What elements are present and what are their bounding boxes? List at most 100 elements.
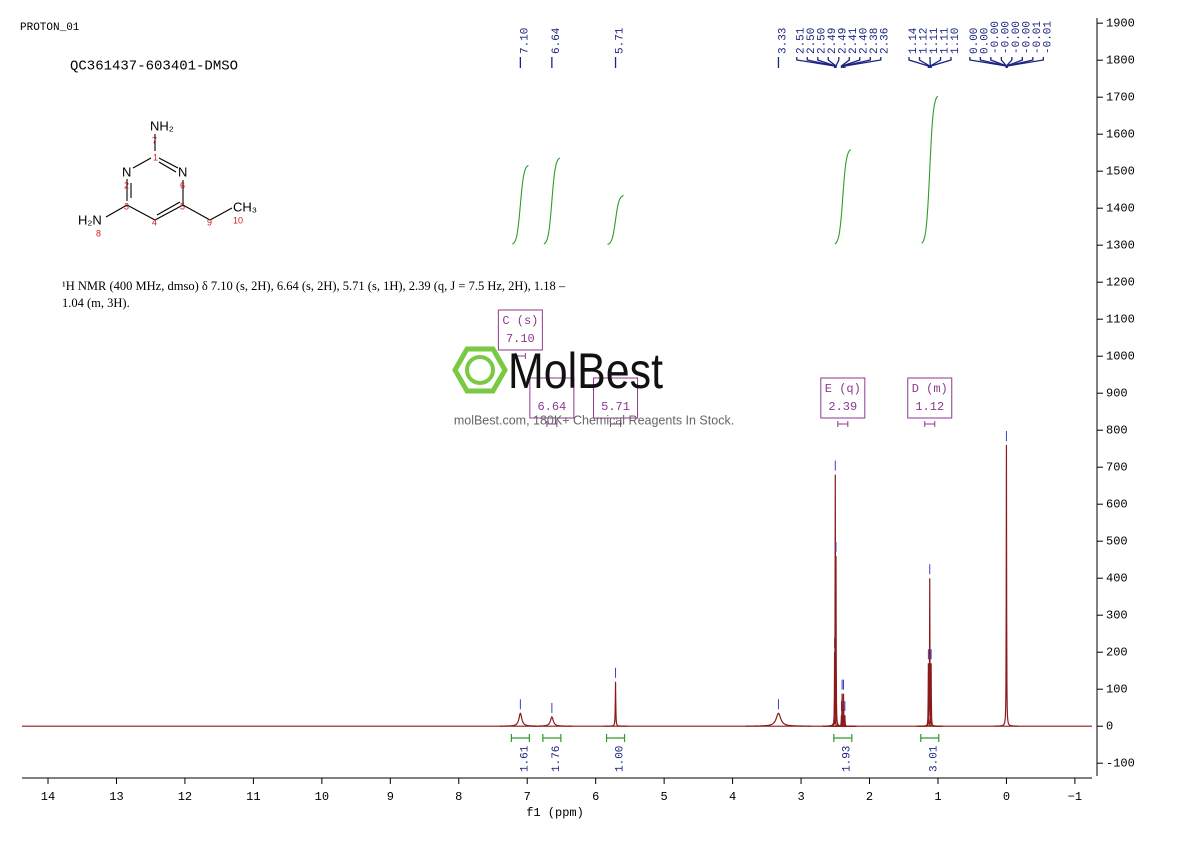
x-tick-label: 9 xyxy=(387,790,394,804)
integral-label: 1.76 xyxy=(551,746,563,772)
atom-number: 4 xyxy=(152,217,157,227)
multiplet-shift: 7.10 xyxy=(506,332,535,346)
multiplet-box xyxy=(593,377,639,419)
integral-label: 3.01 xyxy=(929,745,941,772)
peak-label: 1.11 xyxy=(929,27,941,54)
integral-bracket xyxy=(920,734,940,742)
x-tick-label: 12 xyxy=(178,790,192,804)
integral-curve xyxy=(921,95,939,244)
peak xyxy=(917,578,942,727)
bond xyxy=(105,204,128,218)
x-tick-label: 14 xyxy=(41,790,55,804)
peak xyxy=(919,663,944,727)
integral-curve xyxy=(607,195,624,245)
description: 1.04 (m, 3H). xyxy=(62,296,130,310)
x-tick-label: −1 xyxy=(1068,790,1082,804)
peak-label: 1.11 xyxy=(939,27,951,54)
atom-number: 6 xyxy=(180,180,185,190)
peak-label-line xyxy=(835,57,840,68)
y-tick-label: -100 xyxy=(1106,756,1135,770)
atom-number: 3 xyxy=(124,201,129,211)
peak-label: 2.49 xyxy=(827,28,839,54)
y-tick-label: 1100 xyxy=(1106,312,1135,326)
peak-label: -0.01 xyxy=(1042,21,1054,54)
peak-label: 6.64 xyxy=(551,27,563,54)
integral-bracket xyxy=(833,734,853,742)
atom-number: 10 xyxy=(233,215,243,225)
multiplet-shift: 1.12 xyxy=(915,400,944,414)
watermark: MolBest molBest.com, 180K+ Chemical Reag… xyxy=(452,343,734,427)
x-tick-label: 3 xyxy=(797,790,804,804)
atom-label: N xyxy=(122,164,131,179)
integral-label: 1.61 xyxy=(519,745,531,772)
peak-label-line xyxy=(844,57,882,68)
multiplet-range xyxy=(610,421,622,427)
peak-label: -0.00 xyxy=(1011,21,1023,54)
bond xyxy=(158,157,179,169)
x-tick-label: 2 xyxy=(866,790,873,804)
peak-label: 1.10 xyxy=(950,28,962,54)
y-tick-label: 700 xyxy=(1106,460,1128,474)
peak-label-line xyxy=(1006,57,1044,68)
multiplet-shift: 6.64 xyxy=(537,400,566,414)
atom-number: 7 xyxy=(152,135,157,145)
y-tick-label: 1700 xyxy=(1106,90,1135,104)
peak-label: 3.33 xyxy=(777,28,789,54)
peak-label: -0.01 xyxy=(1032,21,1044,54)
atom-number: 1 xyxy=(153,152,158,162)
peak-label-line xyxy=(918,57,931,68)
multiplet-name: E (q) xyxy=(825,382,861,396)
peak xyxy=(499,712,541,727)
y-tick-label: 1600 xyxy=(1106,127,1135,141)
peak xyxy=(531,716,573,727)
integral-label: 1.00 xyxy=(614,746,626,772)
multiplet-name: D (m) xyxy=(912,382,948,396)
brand: MolBest xyxy=(508,343,663,399)
y-tick-label: 0 xyxy=(1106,719,1113,733)
peak-label: 2.51 xyxy=(796,27,808,54)
multiplet-box xyxy=(907,377,953,419)
atom-number: 5 xyxy=(180,201,185,211)
multiplet-range xyxy=(837,421,849,427)
bond xyxy=(126,204,156,221)
y-tick-label: 1200 xyxy=(1106,275,1135,289)
integral-curve xyxy=(834,149,852,245)
y-tick-label: 400 xyxy=(1106,571,1128,585)
x-tick-label: 11 xyxy=(246,790,260,804)
y-tick-label: 300 xyxy=(1106,608,1128,622)
peak-label: 0.00 xyxy=(969,28,981,54)
multiplet-range xyxy=(514,353,526,359)
multiplet-box xyxy=(529,377,575,419)
integral-curve xyxy=(543,157,561,245)
peak xyxy=(603,681,628,727)
peak-label: 0.00 xyxy=(979,28,991,54)
x-tick-label: 6 xyxy=(592,790,599,804)
peak-label-line xyxy=(1005,57,1023,68)
peak-label: 2.50 xyxy=(817,28,829,54)
peak-label: -0.00 xyxy=(1021,21,1033,54)
x-axis-label: f1 (ppm) xyxy=(526,806,584,820)
peak xyxy=(745,712,812,727)
y-tick-label: 1400 xyxy=(1106,201,1135,215)
peak xyxy=(832,715,857,727)
x-tick-label: 1 xyxy=(934,790,941,804)
atom-label: NH₂ xyxy=(150,118,174,133)
peak-label-line xyxy=(908,57,930,68)
integral-bracket xyxy=(605,734,626,742)
atom-label: H₂N xyxy=(78,212,102,227)
bond xyxy=(132,157,152,169)
atom-label: CH₃ xyxy=(233,199,257,214)
peak-label-line xyxy=(817,57,836,68)
x-tick-label: 8 xyxy=(455,790,462,804)
multiplet-shift: 2.39 xyxy=(828,400,857,414)
peak-label: -0.00 xyxy=(990,21,1002,54)
peak-label: 2.50 xyxy=(806,28,818,54)
multiplet-range xyxy=(924,421,936,427)
peak-label-line xyxy=(929,57,942,68)
structure xyxy=(105,134,233,221)
peak-label-line xyxy=(842,57,871,68)
multiplet-box xyxy=(497,309,543,351)
bond xyxy=(154,204,184,221)
